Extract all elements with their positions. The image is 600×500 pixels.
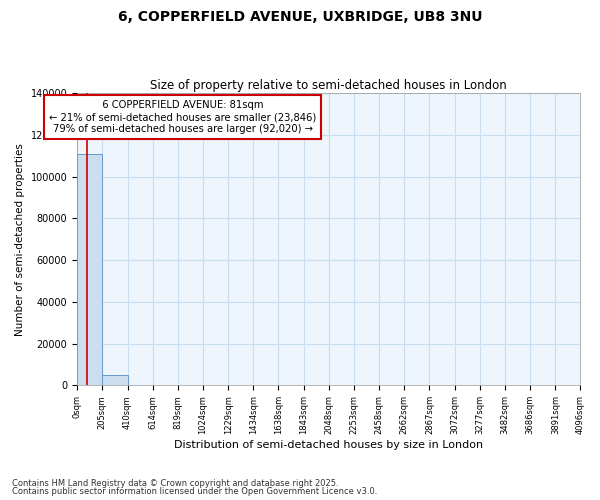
Text: Contains public sector information licensed under the Open Government Licence v3: Contains public sector information licen… bbox=[12, 487, 377, 496]
Title: Size of property relative to semi-detached houses in London: Size of property relative to semi-detach… bbox=[151, 79, 507, 92]
X-axis label: Distribution of semi-detached houses by size in London: Distribution of semi-detached houses by … bbox=[174, 440, 484, 450]
Y-axis label: Number of semi-detached properties: Number of semi-detached properties bbox=[15, 143, 25, 336]
Bar bbox=[103, 375, 128, 386]
Text: 6, COPPERFIELD AVENUE, UXBRIDGE, UB8 3NU: 6, COPPERFIELD AVENUE, UXBRIDGE, UB8 3NU bbox=[118, 10, 482, 24]
Text: 6 COPPERFIELD AVENUE: 81sqm  
← 21% of semi-detached houses are smaller (23,846): 6 COPPERFIELD AVENUE: 81sqm ← 21% of sem… bbox=[49, 100, 316, 134]
Bar bbox=[77, 154, 103, 386]
Text: Contains HM Land Registry data © Crown copyright and database right 2025.: Contains HM Land Registry data © Crown c… bbox=[12, 478, 338, 488]
